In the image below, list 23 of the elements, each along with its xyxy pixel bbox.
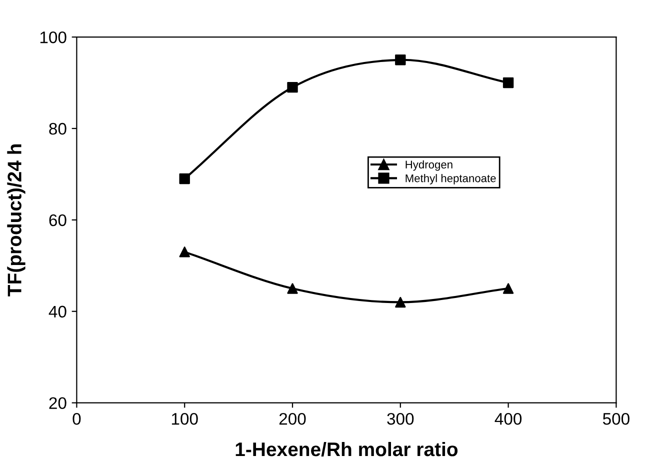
x-tick-label: 300 [387, 412, 414, 425]
point [502, 283, 514, 294]
y-tick-label: 60 [49, 214, 66, 226]
y-tick-label: 100 [40, 31, 66, 44]
y-tick-label: 40 [48, 306, 66, 318]
y-axis-title: TF(product)/24 h [7, 144, 26, 296]
legend-label: Methyl heptanoate [406, 174, 496, 184]
point [287, 82, 298, 93]
point [395, 54, 406, 66]
point [179, 246, 190, 258]
legend-label: Hydrogen [406, 160, 452, 171]
x-tick-label: 400 [494, 412, 522, 425]
point [287, 283, 298, 294]
point [502, 77, 514, 88]
y-tick-label: 80 [49, 122, 66, 135]
x-tick-label: 100 [172, 412, 198, 425]
point [395, 296, 406, 308]
x-tick-label: 0 [72, 412, 81, 425]
x-tick-label: 200 [279, 412, 306, 425]
x-tick-label: 500 [602, 412, 630, 425]
y-tick-label: 20 [49, 397, 66, 410]
point [179, 173, 190, 184]
x-axis-title: 1-Hexene/Rh molar ratio [236, 442, 458, 456]
